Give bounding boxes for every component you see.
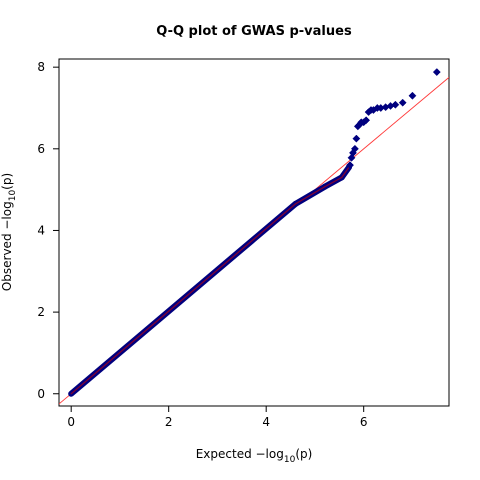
y-tick-label-1: 2 [37, 305, 45, 319]
observed-curve-core-1 [294, 186, 326, 205]
data-point-9 [362, 116, 371, 125]
x-axis-label-subscript: 10 [284, 455, 296, 465]
x-axis: 0 2 4 6 [67, 406, 368, 429]
x-tick-label-2: 4 [262, 415, 270, 429]
y-axis: 0 2 4 6 8 [37, 60, 59, 401]
x-axis-label-prefix: Expected −log [196, 447, 284, 461]
data-point-3 [350, 144, 359, 153]
y-axis-label: Observed −log10(p) [0, 173, 18, 291]
observed-curve-core-2 [324, 176, 343, 188]
y-axis-label-subscript: 10 [8, 190, 18, 202]
x-tick-label-1: 2 [165, 415, 173, 429]
plot-frame [58, 58, 450, 407]
chart-title: Q-Q plot of GWAS p-values [156, 24, 352, 39]
y-axis-label-suffix: (p) [0, 173, 14, 190]
y-tick-label-0: 0 [37, 387, 45, 401]
y-tick-label-4: 8 [37, 60, 45, 74]
y-tick-label-3: 6 [37, 142, 45, 156]
x-axis-label: Expected −log10(p) [196, 447, 313, 465]
x-tick-label-3: 6 [360, 415, 368, 429]
data-point-20 [432, 68, 441, 77]
plot-area [58, 58, 450, 407]
observed-curve-core-0 [70, 203, 297, 395]
data-point-18 [398, 98, 407, 107]
observed-curve-core-3 [341, 166, 350, 179]
data-point-17 [391, 100, 400, 109]
data-point-4 [352, 134, 361, 143]
x-axis-label-suffix: (p) [295, 447, 312, 461]
data-point-19 [408, 91, 417, 100]
x-tick-label-0: 0 [67, 415, 75, 429]
y-axis-label-prefix: Observed −log [0, 201, 14, 291]
y-tick-label-2: 4 [37, 223, 45, 237]
data-point-0 [346, 161, 354, 170]
